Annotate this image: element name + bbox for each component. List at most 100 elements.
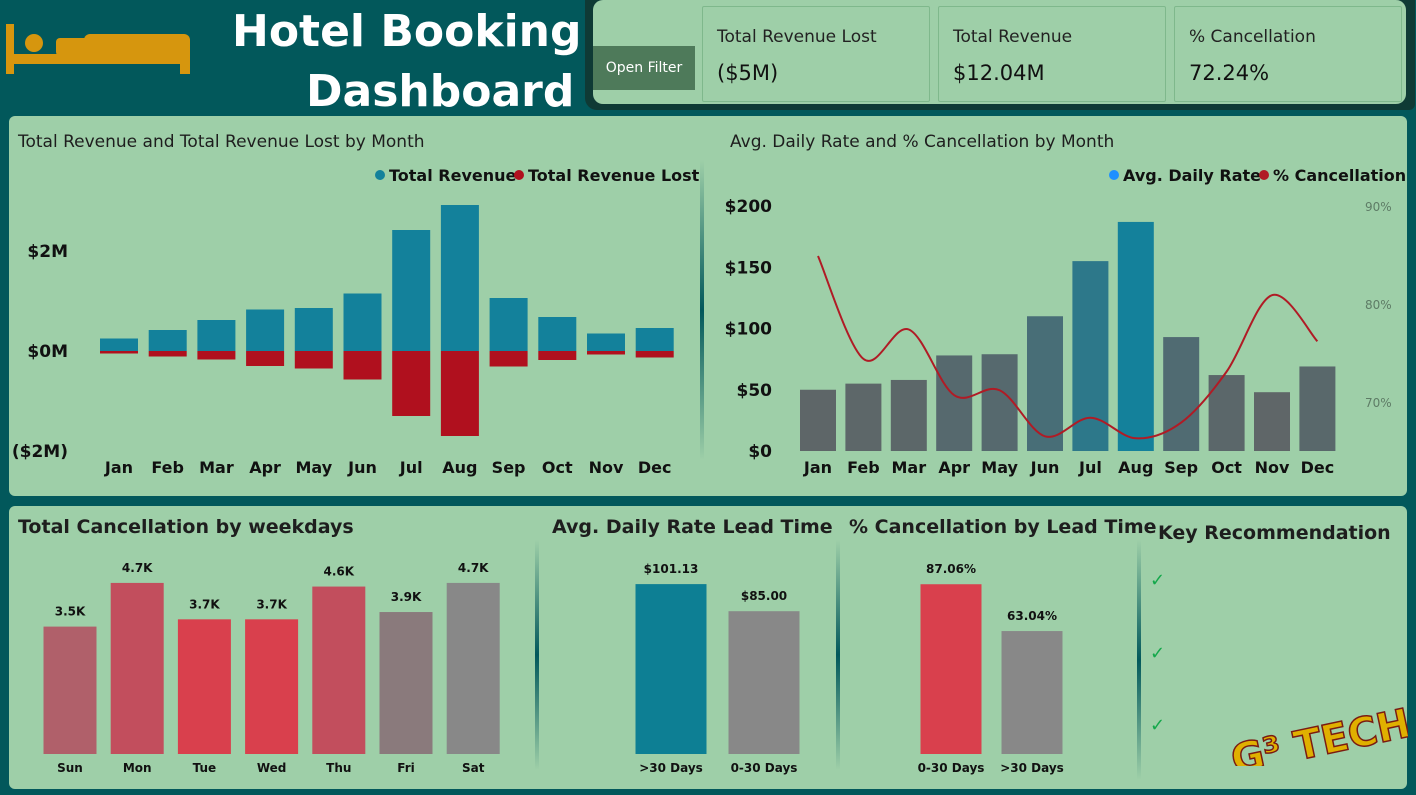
x-tick-label: Fri [397,761,414,775]
x-tick-label: Oct [542,458,573,477]
x-tick-label: Jan [803,458,832,477]
legend-marker [1259,170,1269,180]
adr-bar [1163,337,1200,451]
open-filter-button[interactable]: Open Filter [593,46,695,90]
x-tick-label: >30 Days [639,761,703,775]
data-label: 4.6K [324,565,355,579]
x-tick-label: Thu [326,761,351,775]
x-tick-label: Nov [589,458,624,477]
revenue-lost-bar [635,351,674,358]
weekday-chart: 3.5K Sun 4.7K Mon 3.7K Tue 3.7K Wed 4.6K Thu 3.9K F… [43,561,500,775]
brand-text: G³ TECH [1227,701,1408,766]
bar [312,586,366,754]
bar [728,611,800,754]
data-label: 3.7K [256,597,287,611]
x-tick-label: Dec [638,458,672,477]
revenue-bar [587,333,625,351]
legend-label: Total Revenue [389,166,517,185]
data-label: 63.04% [1007,609,1057,623]
data-label: 4.7K [458,561,489,575]
revenue-lost-bar [148,351,187,357]
x-tick-label: 0-30 Days [918,761,985,775]
revenue-lost-bar [246,351,285,366]
bar [245,619,299,754]
bed-icon [6,24,190,74]
y-tick-label: $150 [725,258,772,278]
kpi-label: Total Revenue [953,27,1073,47]
kpi-value: 72.24% [1189,61,1270,85]
check-icon: ✓ [1150,643,1166,664]
x-tick-label: Sep [492,458,526,477]
data-label: $85.00 [741,589,787,603]
check-icon: ✓ [1150,570,1166,591]
data-label: 3.5K [55,605,86,619]
y2-tick-label: 90% [1365,200,1392,214]
x-tick-label: Jan [104,458,133,477]
kpi-value: $12.04M [953,61,1045,85]
revenue-lost-bar [538,351,577,360]
x-tick-label: Mar [199,458,234,477]
page-title-line2: Dashboard [306,66,575,117]
data-label: 87.06% [926,562,976,576]
x-tick-label: Feb [847,458,880,477]
adr-bar [800,389,836,451]
adr-chart: $200 $150 $100 $50 $0 90% 80% 70% Jan Feb Mar Apr Ma… [725,166,1406,477]
x-tick-label: May [981,458,1018,477]
adr-bar [845,383,882,451]
legend-marker [1109,170,1119,180]
page-title-line1: Hotel Booking [232,6,582,57]
x-tick-label: Apr [249,458,281,477]
divider [1137,540,1141,780]
x-tick-label: Oct [1211,458,1242,477]
revenue-chart: $2M $0M ($2M) Jan Feb Mar Apr May Jun Jul Aug Sep Oc… [12,166,700,477]
y-tick-label: $100 [725,320,772,340]
revenue-lost-bar [197,351,236,360]
y-tick-label: $2M [27,242,68,262]
x-tick-label: Nov [1255,458,1290,477]
legend-label: % Cancellation [1273,166,1406,185]
data-label: $101.13 [644,562,699,576]
cancellation-line [817,255,1319,440]
revenue-lost-bar [343,351,382,380]
kpi-value: ($5M) [717,61,779,85]
adr-bar [1254,392,1290,451]
x-tick-label: Jun [1030,458,1060,477]
revenue-lost-bar [440,351,479,436]
bar [110,582,164,754]
kpi-total-revenue: Total Revenue $12.04M [938,6,1166,102]
adr-bar [936,355,973,451]
x-tick-label: Mar [891,458,926,477]
x-tick-label: Sat [462,761,485,775]
revenue-bar [100,338,138,351]
weekday-chart-title: Total Cancellation by weekdays [18,516,354,538]
revenue-bar [392,230,431,351]
legend-label: Avg. Daily Rate [1123,166,1261,185]
adr-bar [1072,261,1109,451]
x-tick-label: May [295,458,332,477]
adr-bar [890,379,927,451]
revenue-chart-title: Total Revenue and Total Revenue Lost by … [18,132,425,152]
legend-marker [375,170,385,180]
y-tick-label: $50 [737,381,773,401]
y-tick-label: $0 [748,442,772,462]
leadtime-rate-chart: $101.13 >30 Days $85.00 0-30 Days [635,562,800,775]
x-tick-label: Apr [938,458,970,477]
x-tick-label: Tue [193,761,217,775]
y2-tick-label: 80% [1365,298,1392,312]
x-tick-label: Aug [1118,458,1153,477]
x-tick-label: Sun [57,761,83,775]
y2-tick-label: 70% [1365,396,1392,410]
revenue-lost-bar [294,351,333,369]
revenue-lost-bar [392,351,431,416]
g3-tech-logo: G³ TECH [1226,700,1408,766]
recommendation-title: Key Recommendation [1158,522,1391,544]
bar [446,582,500,754]
x-tick-label: Jul [399,458,423,477]
y-tick-label: $0M [27,342,68,362]
weekday-panel [9,506,1407,789]
adr-bar [1117,221,1154,451]
adr-bar [981,354,1018,451]
divider [700,160,704,460]
revenue-bar [197,320,236,351]
data-label: 4.7K [122,561,153,575]
